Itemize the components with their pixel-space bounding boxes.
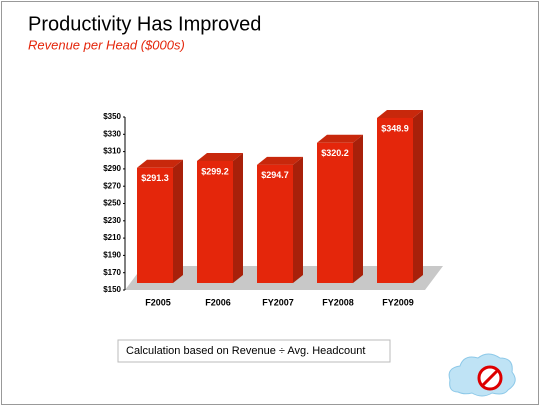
bar xyxy=(377,117,413,283)
y-tick-label: $270 xyxy=(103,181,121,190)
bar-side xyxy=(233,152,243,283)
bar-top xyxy=(257,156,303,165)
logo-strike xyxy=(480,368,500,388)
x-tick-label: FY2009 xyxy=(382,297,414,307)
y-tick-label: $230 xyxy=(103,216,121,225)
bar-top xyxy=(137,159,183,168)
bar xyxy=(197,160,233,283)
bar-top xyxy=(377,109,423,118)
bar-top xyxy=(317,134,363,143)
x-tick-label: FY2007 xyxy=(262,297,294,307)
y-tick-label: $190 xyxy=(103,251,121,260)
bar-side xyxy=(353,134,363,283)
y-tick-label: $250 xyxy=(103,199,121,208)
x-tick-label: F2006 xyxy=(205,297,231,307)
bar xyxy=(137,167,173,283)
bar xyxy=(257,164,293,283)
bar-side xyxy=(293,156,303,283)
y-tick-label: $290 xyxy=(103,164,121,173)
y-tick-label: $210 xyxy=(103,233,121,242)
y-tick-label: $150 xyxy=(103,285,121,294)
bar-side xyxy=(173,159,183,283)
value-label: $291.3 xyxy=(141,173,169,183)
bar xyxy=(317,142,353,283)
logo xyxy=(448,353,516,397)
annotation: Calculation based on Revenue ÷ Avg. Head… xyxy=(126,345,365,357)
x-tick-label: F2005 xyxy=(145,297,171,307)
x-tick-label: FY2008 xyxy=(322,297,354,307)
value-label: $320.2 xyxy=(321,148,349,158)
y-tick-label: $170 xyxy=(103,268,121,277)
value-label: $294.7 xyxy=(261,170,289,180)
chart-subtitle: Revenue per Head ($000s) xyxy=(28,37,185,52)
value-label: $348.9 xyxy=(381,123,409,133)
y-tick-label: $310 xyxy=(103,147,121,156)
chart-title: Productivity Has Improved xyxy=(28,13,261,35)
plot: $150 $170 $190 $210 $230 $250 $270 $290 $310 $330… xyxy=(103,109,423,307)
annotation-box xyxy=(117,339,391,363)
value-label: $299.2 xyxy=(201,166,229,176)
y-tick-label: $350 xyxy=(103,112,121,121)
bar-side xyxy=(413,109,423,283)
bar-top xyxy=(197,152,243,161)
y-tick-label: $330 xyxy=(103,129,121,138)
